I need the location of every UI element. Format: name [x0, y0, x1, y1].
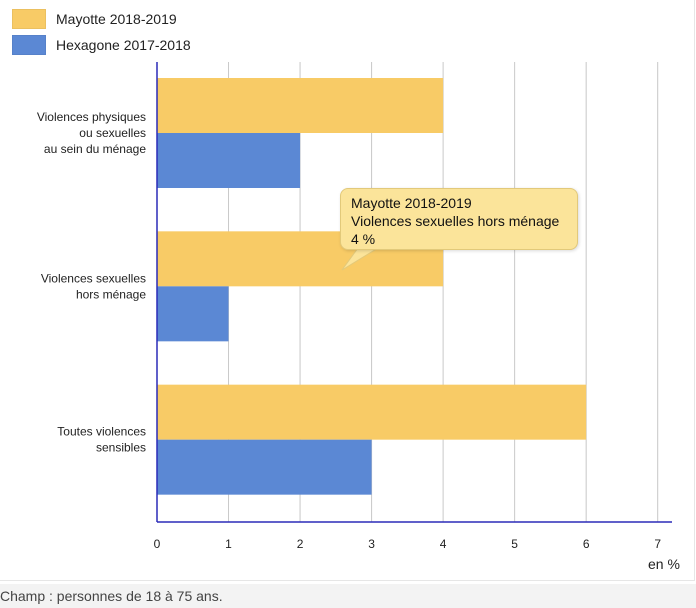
tooltip: Mayotte 2018-2019 Violences sexuelles ho… — [340, 188, 578, 250]
category-label-0-1: ou sexuelles — [79, 126, 146, 140]
tooltip-value: 4 % — [351, 231, 376, 247]
x-tick-label-2: 2 — [297, 537, 304, 551]
legend-item-hexagone[interactable]: Hexagone 2017-2018 — [12, 32, 191, 58]
x-axis-unit-label: en % — [648, 556, 680, 572]
chart-card: Violences physiques ou sexuelles au sein d… — [0, 0, 695, 581]
tooltip-category: Violences sexuelles hors ménage — [351, 213, 560, 229]
legend-label-hexagone: Hexagone 2017-2018 — [56, 37, 191, 53]
x-tick-label-3: 3 — [368, 537, 375, 551]
bar-hexagone-0[interactable] — [157, 133, 301, 188]
x-tick-label-5: 5 — [511, 537, 518, 551]
bar-hexagone-1[interactable] — [157, 286, 229, 342]
bar-hexagone-2[interactable] — [157, 439, 372, 495]
x-tick-label-1: 1 — [225, 537, 232, 551]
bar-mayotte-2[interactable] — [157, 384, 587, 440]
tooltip-tail — [341, 248, 380, 271]
legend-swatch-mayotte — [12, 9, 46, 29]
tooltip-series: Mayotte 2018-2019 — [351, 195, 472, 211]
x-tick-label-0: 0 — [154, 537, 161, 551]
category-label-0-2: au sein du ménage — [44, 142, 146, 156]
x-tick-label-6: 6 — [583, 537, 590, 551]
category-label-1-1: hors ménage — [76, 287, 146, 301]
legend: Mayotte 2018-2019 Hexagone 2017-2018 — [12, 6, 191, 58]
legend-item-mayotte[interactable]: Mayotte 2018-2019 — [12, 6, 191, 32]
bar-chart: Violences physiques ou sexuelles au sein d… — [37, 62, 672, 551]
footer-note: Champ : personnes de 18 à 75 ans. — [0, 584, 696, 608]
category-label-0-0: Violences physiques — [37, 110, 146, 124]
category-label-2-1: sensibles — [96, 441, 146, 455]
legend-swatch-hexagone — [12, 35, 46, 55]
legend-label-mayotte: Mayotte 2018-2019 — [56, 11, 177, 27]
category-label-2-0: Toutes violences — [57, 425, 146, 439]
category-label-1-0: Violences sexuelles — [41, 271, 146, 285]
bar-mayotte-0[interactable] — [157, 78, 444, 133]
x-tick-label-4: 4 — [440, 537, 447, 551]
x-tick-label-7: 7 — [654, 537, 661, 551]
